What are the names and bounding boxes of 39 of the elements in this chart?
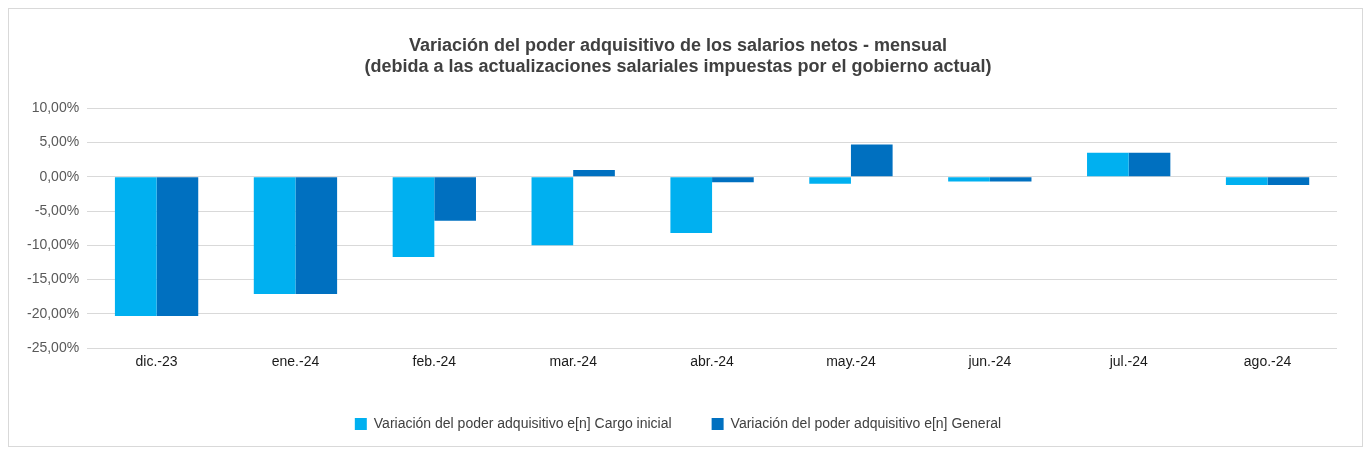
bar — [434, 177, 476, 221]
y-tick-label: -10,00% — [26, 236, 80, 253]
text: (debida a las actualizaciones salariales impuestas por el gobierno actual) — [364, 56, 992, 77]
x-tick-label: mar.-24 — [549, 353, 598, 370]
x-tick-label: ene.-24 — [271, 353, 320, 370]
bar — [850, 144, 893, 177]
text: Variación del poder adquisitivo de los salarios netos - mensual — [408, 34, 948, 55]
bar — [295, 177, 338, 295]
y-tick-label: -20,00% — [26, 304, 80, 321]
bar — [670, 177, 713, 233]
x-tick-label: abr.-24 — [690, 353, 735, 370]
bar — [531, 177, 574, 246]
bar — [989, 177, 1032, 182]
y-tick-label: 0,00% — [39, 167, 80, 184]
bar — [1128, 152, 1171, 177]
bar — [1087, 152, 1129, 177]
x-tick-label: feb.-24 — [412, 353, 457, 370]
x-tick-label: dic.-23 — [135, 353, 178, 370]
y-tick-label: 5,00% — [39, 133, 80, 150]
y-tick-label: -25,00% — [26, 339, 80, 356]
legend-label: Variación del poder adquisitivo e[n] General — [730, 414, 1002, 431]
y-tick-label: 10,00% — [31, 99, 80, 116]
bar — [156, 177, 199, 316]
bar — [392, 177, 435, 257]
bar — [1225, 177, 1268, 185]
bar — [253, 177, 296, 295]
bar — [712, 177, 754, 183]
bar — [573, 169, 615, 177]
bar — [948, 177, 990, 182]
y-tick-label: -5,00% — [34, 201, 80, 218]
x-tick-label: may.-24 — [826, 353, 876, 370]
bar — [809, 177, 851, 184]
bar — [114, 177, 157, 316]
x-tick-label: jul.-24 — [1108, 353, 1148, 370]
legend-label: Variación del poder adquisitivo e[n] Cargo inicial — [373, 414, 672, 431]
y-tick-label: -15,00% — [26, 270, 80, 287]
bar — [1267, 177, 1310, 185]
x-tick-label: jun.-24 — [967, 353, 1012, 370]
x-tick-label: ago.-24 — [1243, 353, 1292, 370]
